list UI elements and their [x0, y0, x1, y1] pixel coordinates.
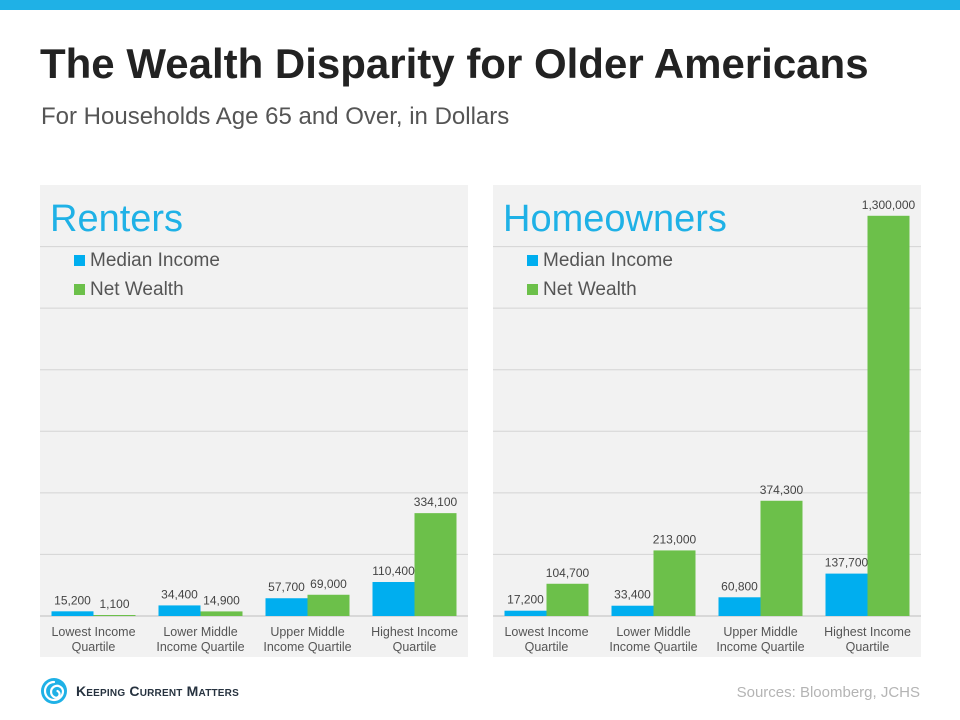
data-label: 137,700 — [825, 556, 869, 570]
category-tick-label: Income Quartile — [716, 640, 804, 654]
category-tick-label: Quartile — [72, 640, 116, 654]
net-wealth-bar — [93, 615, 136, 616]
legend-label: Net Wealth — [90, 279, 184, 300]
data-label: 334,100 — [414, 495, 458, 509]
data-label: 110,400 — [372, 564, 415, 578]
median-income-bar — [51, 611, 94, 616]
chart-title: Renters — [50, 198, 183, 240]
data-label: 14,900 — [203, 593, 240, 607]
renters-chart-panel: Renters Median Income Net Wealth 15,200 1,10… — [40, 185, 468, 657]
category-tick-label: Lower Middle — [163, 625, 237, 639]
chart-svg: Renters Median Income Net Wealth 15,200 1,10… — [40, 198, 468, 654]
page-subtitle: For Households Age 65 and Over, in Dolla… — [41, 103, 510, 130]
category-tick-label: Upper Middle — [723, 625, 797, 639]
data-label: 374,300 — [760, 483, 804, 497]
data-label: 34,400 — [161, 587, 198, 601]
data-label: 104,700 — [546, 566, 590, 580]
median-income-bar — [504, 610, 547, 616]
page-title: The Wealth Disparity for Older Americans — [40, 40, 869, 87]
data-label: 213,000 — [653, 532, 697, 546]
median-income-bar — [611, 605, 654, 616]
median-income-bar — [265, 598, 308, 616]
net-wealth-bar — [414, 513, 457, 616]
homeowners-chart-panel: Homeowners Median Income Net Wealth 17,200 1… — [493, 185, 921, 657]
category-tick-label: Quartile — [393, 640, 437, 654]
median-income-bar — [158, 605, 201, 616]
category-tick-label: Lowest Income — [51, 625, 135, 639]
data-label: 60,800 — [721, 579, 758, 593]
data-label: 1,100 — [99, 597, 129, 611]
net-wealth-bar — [653, 550, 696, 616]
category-tick-label: Lower Middle — [616, 625, 690, 639]
category-tick-label: Quartile — [525, 640, 569, 654]
source-note: Sources: Bloomberg, JCHS — [736, 684, 920, 701]
category-tick-label: Quartile — [846, 640, 890, 654]
category-tick-label: Lowest Income — [504, 625, 588, 639]
legend-label: Median Income — [543, 250, 673, 271]
net-wealth-bar — [307, 594, 350, 616]
category-tick-label: Income Quartile — [263, 640, 351, 654]
data-label: 15,200 — [54, 593, 91, 607]
data-label: 17,200 — [507, 593, 544, 607]
net-wealth-bar — [546, 583, 589, 616]
median-income-bar — [825, 573, 868, 616]
logo-text: Keeping Current Matters — [76, 683, 239, 699]
median-income-bar — [718, 597, 761, 616]
category-tick-label: Highest Income — [824, 625, 911, 639]
data-label: 33,400 — [614, 588, 651, 602]
legend-label: Median Income — [90, 250, 220, 271]
kcm-logo: Keeping Current Matters — [40, 676, 239, 706]
top-accent-bar — [0, 0, 960, 10]
legend-label: Net Wealth — [543, 279, 637, 300]
category-tick-label: Upper Middle — [270, 625, 344, 639]
category-tick-label: Income Quartile — [156, 640, 244, 654]
median-income-bar — [372, 582, 415, 616]
legend-swatch — [74, 284, 85, 295]
legend-swatch — [74, 255, 85, 266]
net-wealth-bar — [867, 215, 910, 617]
data-label: 1,300,000 — [862, 198, 916, 212]
legend-swatch — [527, 255, 538, 266]
spiral-logo-icon — [41, 678, 67, 704]
data-label: 69,000 — [310, 577, 347, 591]
legend-swatch — [527, 284, 538, 295]
category-tick-label: Highest Income — [371, 625, 458, 639]
net-wealth-bar — [760, 500, 803, 616]
data-label: 57,700 — [268, 580, 305, 594]
net-wealth-bar — [200, 611, 243, 616]
chart-title: Homeowners — [503, 198, 727, 240]
category-tick-label: Income Quartile — [609, 640, 697, 654]
